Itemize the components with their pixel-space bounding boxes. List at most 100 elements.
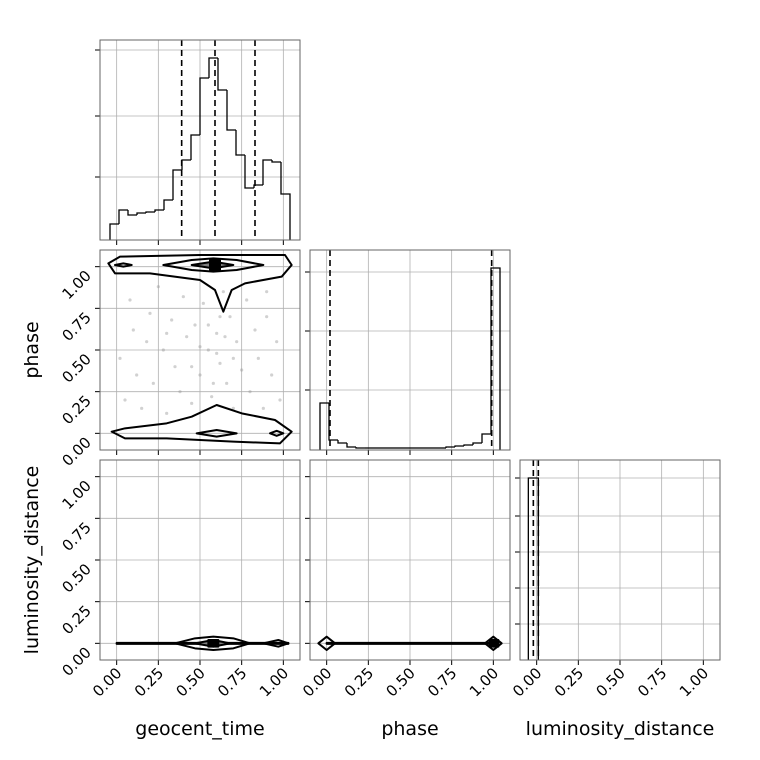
scatter-point [190, 365, 194, 369]
histogram-step [355, 447, 365, 449]
scatter-point [190, 401, 194, 405]
x-axis-label: phase [381, 718, 438, 740]
scatter-point [123, 398, 127, 402]
histogram-step [262, 159, 272, 185]
scatter-point [165, 411, 169, 415]
panel-frame [99, 249, 301, 451]
y-tick-label: 1.00 [58, 267, 94, 303]
y-axis-label: phase [21, 321, 43, 378]
x-tick-label: 0.75 [214, 664, 250, 700]
y-tick-label: 0.25 [58, 602, 94, 638]
scatter-point [256, 356, 260, 360]
scatter-point [253, 328, 257, 332]
contour [162, 257, 265, 273]
contour [325, 641, 495, 645]
panel-frame [99, 459, 301, 661]
x-tick-label: 0.00 [89, 664, 125, 700]
histogram-step [472, 442, 482, 445]
y-tick-label: 0.75 [58, 518, 94, 554]
contour [484, 635, 503, 651]
histogram-step [527, 477, 539, 660]
scatter-point [178, 390, 182, 394]
histogram-step [319, 402, 329, 450]
histogram-step [253, 184, 263, 188]
histogram-step [217, 58, 227, 91]
scatter-point [228, 315, 232, 319]
scatter-point [225, 381, 229, 385]
histogram-step [154, 209, 164, 212]
scatter-point [128, 298, 132, 302]
y-tick-label: 1.00 [58, 477, 94, 513]
x-tick-label: 0.25 [551, 664, 587, 700]
contour [262, 639, 290, 648]
histogram-step [235, 130, 245, 156]
scatter-point [231, 406, 235, 410]
histogram-step [280, 162, 291, 240]
scatter-point [218, 361, 222, 365]
x-tick-label: 0.00 [509, 664, 545, 700]
scatter-point [245, 298, 249, 302]
scatter-point [218, 315, 222, 319]
x-tick-label: 0.75 [424, 664, 460, 700]
scatter-point [275, 340, 279, 344]
scatter-point [185, 335, 189, 339]
scatter-point [215, 331, 219, 335]
scatter-point [198, 373, 202, 377]
scatter-point [173, 365, 177, 369]
y-tick-label: 0.00 [58, 643, 94, 679]
y-tick-label: 0.50 [58, 350, 94, 386]
y-axis-label: luminosity_distance [21, 466, 43, 655]
x-tick-label: 1.00 [256, 664, 292, 700]
contour [317, 635, 336, 651]
histogram-step [328, 403, 338, 441]
scatter-point [151, 381, 155, 385]
scatter-point [270, 373, 274, 377]
contour [195, 429, 238, 438]
scatter-point [215, 351, 219, 355]
histogram-step [109, 223, 119, 240]
x-tick-label: 1.00 [466, 664, 502, 700]
scatter-point [210, 395, 214, 399]
contour [107, 254, 293, 313]
scatter-point [211, 381, 215, 385]
scatter-point [265, 315, 269, 319]
scatter-point [231, 356, 235, 360]
scatter-point [261, 406, 265, 410]
scatter-point [248, 390, 252, 394]
panel-frame [99, 39, 301, 241]
scatter-point [223, 335, 227, 339]
contour [114, 262, 133, 268]
histogram-step [445, 446, 455, 448]
panel-frame [309, 249, 511, 451]
histogram-step [244, 155, 254, 189]
histogram-step [136, 212, 146, 215]
scatter-point [165, 331, 169, 335]
contour [489, 639, 500, 648]
scatter-point [278, 398, 282, 402]
histogram-step [226, 90, 236, 131]
contour [269, 429, 285, 437]
scatter-point [145, 340, 149, 344]
scatter-point [206, 323, 210, 327]
scatter-point [198, 345, 202, 349]
histogram-step [172, 169, 182, 200]
histogram-step [337, 440, 347, 444]
contour [209, 259, 221, 271]
panel-frame [519, 459, 721, 661]
histogram-step [481, 433, 491, 443]
x-axis-label: luminosity_distance [526, 718, 715, 740]
histogram-step [163, 199, 173, 210]
histogram-step [190, 134, 200, 160]
scatter-point [240, 368, 244, 372]
histogram-step [346, 443, 356, 448]
scatter-point [131, 328, 135, 332]
histogram-step [454, 445, 464, 447]
scatter-point [235, 340, 239, 344]
histogram-step [145, 211, 155, 213]
scatter-point [265, 290, 269, 294]
histogram-step [463, 444, 473, 446]
scatter-point [118, 356, 122, 360]
contour [174, 635, 251, 651]
scatter-point [135, 373, 139, 377]
